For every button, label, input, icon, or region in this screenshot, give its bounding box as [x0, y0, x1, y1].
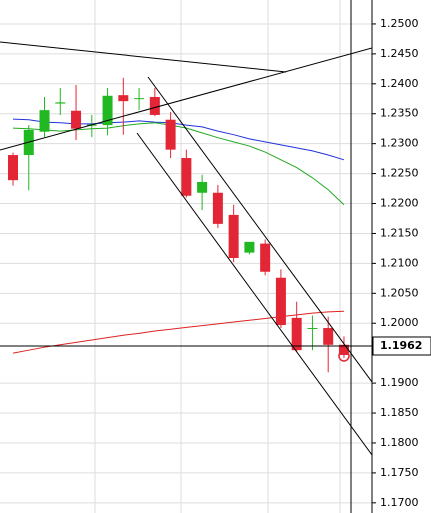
price-marker	[338, 350, 350, 362]
candle-body	[55, 102, 66, 104]
y-tick-label: 1.2300	[380, 137, 419, 150]
y-tick-label: 1.2250	[380, 167, 419, 180]
candle-body	[134, 98, 145, 100]
candle-body	[8, 155, 18, 181]
y-tick-label: 1.1800	[380, 436, 419, 449]
channel-line	[147, 76, 372, 383]
y-tick-label: 1.2100	[380, 256, 419, 269]
moving-average	[12, 118, 345, 161]
y-tick-label: 1.2150	[380, 226, 419, 239]
candle-body	[338, 344, 349, 355]
y-tick-label: 1.1700	[380, 496, 419, 509]
candle-body	[291, 317, 302, 351]
trendline	[0, 41, 287, 73]
grid	[0, 0, 372, 513]
candle-body	[71, 110, 82, 129]
y-tick-label: 1.2350	[380, 107, 419, 120]
candle-body	[307, 328, 318, 330]
candle-body	[228, 214, 239, 258]
candle-body	[212, 192, 223, 224]
candle-body	[244, 241, 255, 253]
y-tick-label: 1.1750	[380, 466, 419, 479]
y-tick-label: 1.2200	[380, 197, 419, 210]
candle-body	[275, 277, 286, 326]
y-tick-label: 1.1850	[380, 406, 419, 419]
trendlines	[0, 0, 372, 513]
price-label: 1.1962	[380, 339, 422, 352]
candle-body	[118, 95, 129, 102]
plot	[0, 77, 372, 373]
candle-body	[260, 243, 271, 272]
candle-body	[165, 119, 176, 150]
candle-body	[149, 96, 160, 115]
trendline	[0, 47, 372, 151]
y-tick-label: 1.1900	[380, 376, 419, 389]
moving-average	[12, 122, 345, 206]
candle-body	[197, 181, 208, 193]
y-tick-label: 1.2500	[380, 17, 419, 30]
candle-body	[181, 158, 192, 196]
y-tick-label: 1.2400	[380, 77, 419, 90]
candle-body	[323, 328, 334, 345]
price-box	[372, 336, 431, 356]
y-axis-labels: 1.1700 1.1750 1.1800 1.1850 1.1900 1.2000 1.20…	[372, 17, 431, 509]
y-tick-label: 1.2000	[380, 316, 419, 329]
moving-average	[12, 310, 344, 354]
y-tick-label: 1.2050	[380, 286, 419, 299]
candle-body	[102, 95, 113, 126]
y-tick-label: 1.2450	[380, 47, 419, 60]
channel-line	[136, 132, 372, 456]
candle-body	[39, 110, 50, 132]
